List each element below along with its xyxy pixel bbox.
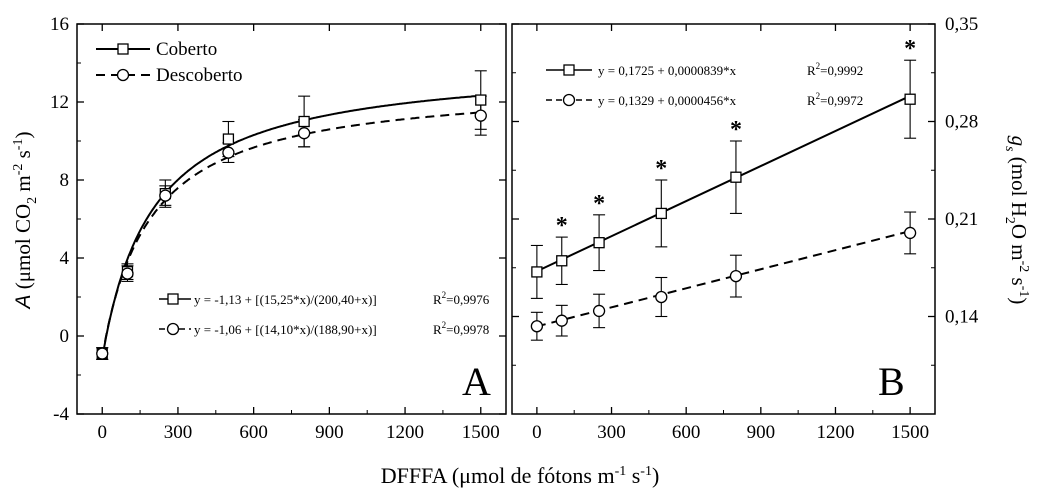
equation-legend-marker [167, 293, 179, 305]
data-point-circle [555, 314, 568, 327]
data-point-circle [474, 109, 487, 122]
data-point-circle [729, 269, 743, 283]
y-tick-label: 0,35 [945, 14, 978, 35]
x-tick-label: 0 [97, 422, 107, 443]
significance-asterisk: * [655, 156, 667, 182]
y-tick-label: 0 [60, 326, 70, 347]
fit-line-coberto [536, 95, 911, 273]
r-squared-text: R2=0,9992 [807, 61, 863, 78]
y-tick-label: 16 [50, 14, 69, 35]
data-point-square [531, 266, 543, 278]
r-squared-text: R2=0,9978 [433, 320, 489, 337]
equation-text: y = -1,06 + [(14,10*x)/(188,90+x)] [194, 322, 377, 337]
equation-legend-marker [166, 322, 180, 336]
y-tick-label: 0,28 [945, 112, 978, 133]
data-point-circle [96, 347, 109, 360]
y-tick-label: 12 [50, 92, 69, 113]
data-point-circle [121, 267, 134, 280]
panel-label: B [878, 359, 905, 404]
x-tick-label: 1200 [816, 422, 854, 443]
fit-curve-descoberto [101, 111, 481, 357]
x-tick-label: 0 [532, 422, 542, 443]
y-axis-label: A (μmol CO2 m-2 s-1) [11, 132, 40, 311]
panel-a: 0 300 600 900 1200 1500 -4 0 4 8 12 16 A (μmol CO2 m… [11, 14, 507, 443]
data-point-square [222, 133, 235, 145]
x-tick-label: 300 [164, 422, 193, 443]
significance-asterisk: * [556, 213, 568, 239]
significance-asterisk: * [730, 117, 742, 143]
r-squared-text: R2=0,9976 [433, 290, 490, 307]
plot-frame [511, 23, 936, 415]
y-axis-label: gs (mol H2O m-2 s-1) [1002, 136, 1031, 305]
x-tick-label: 1500 [462, 422, 500, 443]
y-tick-label: 0,14 [945, 307, 979, 328]
data-point-circle [222, 146, 235, 159]
data-point-square [655, 207, 667, 220]
significance-asterisk: * [593, 191, 605, 217]
data-point-circle [530, 320, 544, 333]
y-tick-label: -4 [53, 404, 69, 425]
x-tick-label: 1200 [386, 422, 424, 443]
x-tick-label: 600 [672, 422, 701, 443]
x-tick-label: 600 [239, 422, 268, 443]
data-point-square [475, 94, 487, 106]
r-squared-text: R2=0,9972 [807, 91, 863, 108]
data-point-circle [297, 127, 311, 140]
fit-curve-coberto [101, 94, 481, 359]
data-point-circle [655, 290, 668, 304]
panel-label: A [462, 359, 491, 404]
legend-label: Coberto [156, 39, 217, 60]
legend-marker-square [117, 43, 129, 55]
data-point-square [593, 237, 605, 249]
x-tick-label: 900 [747, 422, 776, 443]
x-tick-label: 1500 [891, 422, 929, 443]
data-point-circle [159, 189, 172, 202]
data-point-circle [592, 304, 606, 318]
equation-legend-marker [563, 64, 575, 76]
plot-frame [76, 23, 507, 415]
data-point-circle [903, 226, 917, 240]
equation-text: y = -1,13 + [(15,25*x)/(200,40+x)] [194, 292, 377, 307]
legend-marker-circle [116, 68, 130, 82]
significance-asterisk: * [904, 36, 916, 62]
y-tick-label: 8 [60, 170, 70, 191]
panel-b: 0 300 600 900 1200 1500 0,14 0,21 0,28 0,35 gs (mo… [511, 14, 1031, 443]
legend-label: Descoberto [156, 65, 243, 86]
equation-legend-marker [562, 93, 576, 107]
equation-text: y = 0,1329 + 0,0000456*x [598, 93, 737, 108]
equation-text: y = 0,1725 + 0,0000839*x [598, 63, 737, 78]
data-point-square [298, 115, 310, 128]
y-tick-label: 0,21 [945, 209, 978, 230]
x-tick-label: 900 [315, 422, 344, 443]
data-point-square [556, 255, 568, 267]
y-tick-label: 4 [60, 248, 70, 269]
data-point-square [730, 171, 742, 183]
x-tick-label: 300 [597, 422, 626, 443]
x-axis-label: DFFFA (μmol de fótons m-1 s-1) [381, 463, 660, 488]
data-point-square [904, 93, 916, 105]
